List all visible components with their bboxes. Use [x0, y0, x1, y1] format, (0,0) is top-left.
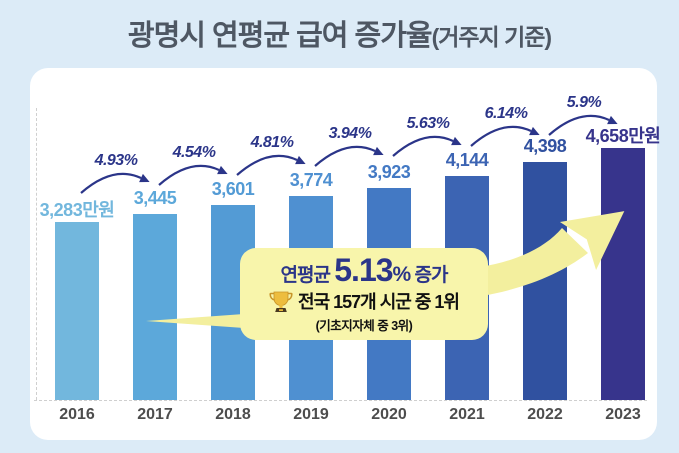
callout-suffix: 증가	[410, 265, 448, 286]
callout-prefix: 연평균	[280, 265, 335, 286]
x-axis-label-2017: 2017	[137, 406, 173, 423]
callout-rank-row: 전국 157개 시군 중 1위	[269, 290, 460, 314]
bar-chart: 연평균 5.13% 증가 전국 157개 시군 중 1위 (기초지자체 중 3위…	[30, 68, 661, 440]
growth-annotation: 4.93%	[77, 152, 155, 195]
growth-annotation: 4.54%	[155, 144, 233, 187]
callout-percent-sign: %	[392, 263, 412, 286]
bar-value-label: 4,144	[445, 150, 489, 170]
growth-arrow-icon	[548, 114, 618, 136]
y-axis-line	[36, 108, 37, 400]
x-axis-label-2023: 2023	[605, 406, 641, 423]
growth-rate-label: 4.81%	[250, 134, 294, 151]
page-title-suffix: (거주지 기준)	[431, 24, 553, 50]
growth-annotation: 3.94%	[311, 125, 389, 168]
growth-rate-label: 6.14%	[484, 105, 528, 122]
growth-annotation: 6.14%	[467, 105, 545, 148]
callout-bubble: 연평균 5.13% 증가 전국 157개 시군 중 1위 (기초지자체 중 3위…	[240, 248, 488, 340]
growth-arrow-icon	[80, 172, 150, 194]
x-axis-label-2016: 2016	[59, 406, 95, 423]
growth-arrow-icon	[314, 145, 384, 167]
x-axis-label-2018: 2018	[215, 406, 251, 423]
growth-rate-label: 5.63%	[406, 115, 450, 132]
bar-value-label: 3,445	[133, 188, 177, 208]
callout-average-growth: 연평균 5.13% 증가	[280, 252, 449, 288]
growth-arrow-icon	[392, 135, 462, 157]
bar-value-label: 3,601	[211, 179, 255, 199]
x-axis-label-2022: 2022	[527, 406, 563, 423]
bar-value-label: 3,923	[367, 162, 411, 182]
growth-rate-label: 4.54%	[172, 144, 216, 161]
x-axis-line	[34, 400, 647, 401]
trophy-icon	[269, 291, 293, 312]
growth-arrow-icon	[470, 125, 540, 147]
callout-subrank-text: (기초지자체 중 3위)	[315, 319, 413, 333]
growth-rate-label: 5.9%	[566, 94, 602, 111]
growth-arrow-icon	[158, 164, 228, 186]
x-axis-label-2019: 2019	[293, 406, 329, 423]
page-title: 광명시 연평균 급여 증가율(거주지 기준)	[0, 12, 679, 54]
growth-annotation: 4.81%	[233, 134, 311, 177]
bar-2022	[523, 162, 567, 400]
bar-2016	[55, 222, 99, 400]
bar-value-label: 4,398	[523, 136, 567, 156]
page-title-main: 광명시 연평균 급여 증가율	[127, 20, 433, 52]
growth-rate-label: 4.93%	[94, 152, 138, 169]
growth-annotation: 5.9%	[545, 94, 623, 137]
callout-rank-text: 전국 157개 시군 중 1위	[298, 291, 460, 312]
callout-value: 5.13	[334, 252, 393, 288]
bar-value-label: 4,658만원	[585, 126, 661, 146]
growth-rate-label: 3.94%	[328, 125, 372, 142]
x-axis-label-2020: 2020	[371, 406, 407, 423]
bar-2023	[601, 148, 645, 400]
bar-value-label: 3,283만원	[39, 200, 115, 220]
chart-card: 연평균 5.13% 증가 전국 157개 시군 중 1위 (기초지자체 중 3위…	[30, 68, 661, 440]
x-axis-label-2021: 2021	[449, 406, 485, 423]
bar-value-label: 3,774	[289, 170, 333, 190]
bar-2017	[133, 214, 177, 400]
growth-arrow-icon	[236, 154, 306, 176]
growth-annotation: 5.63%	[389, 115, 467, 158]
